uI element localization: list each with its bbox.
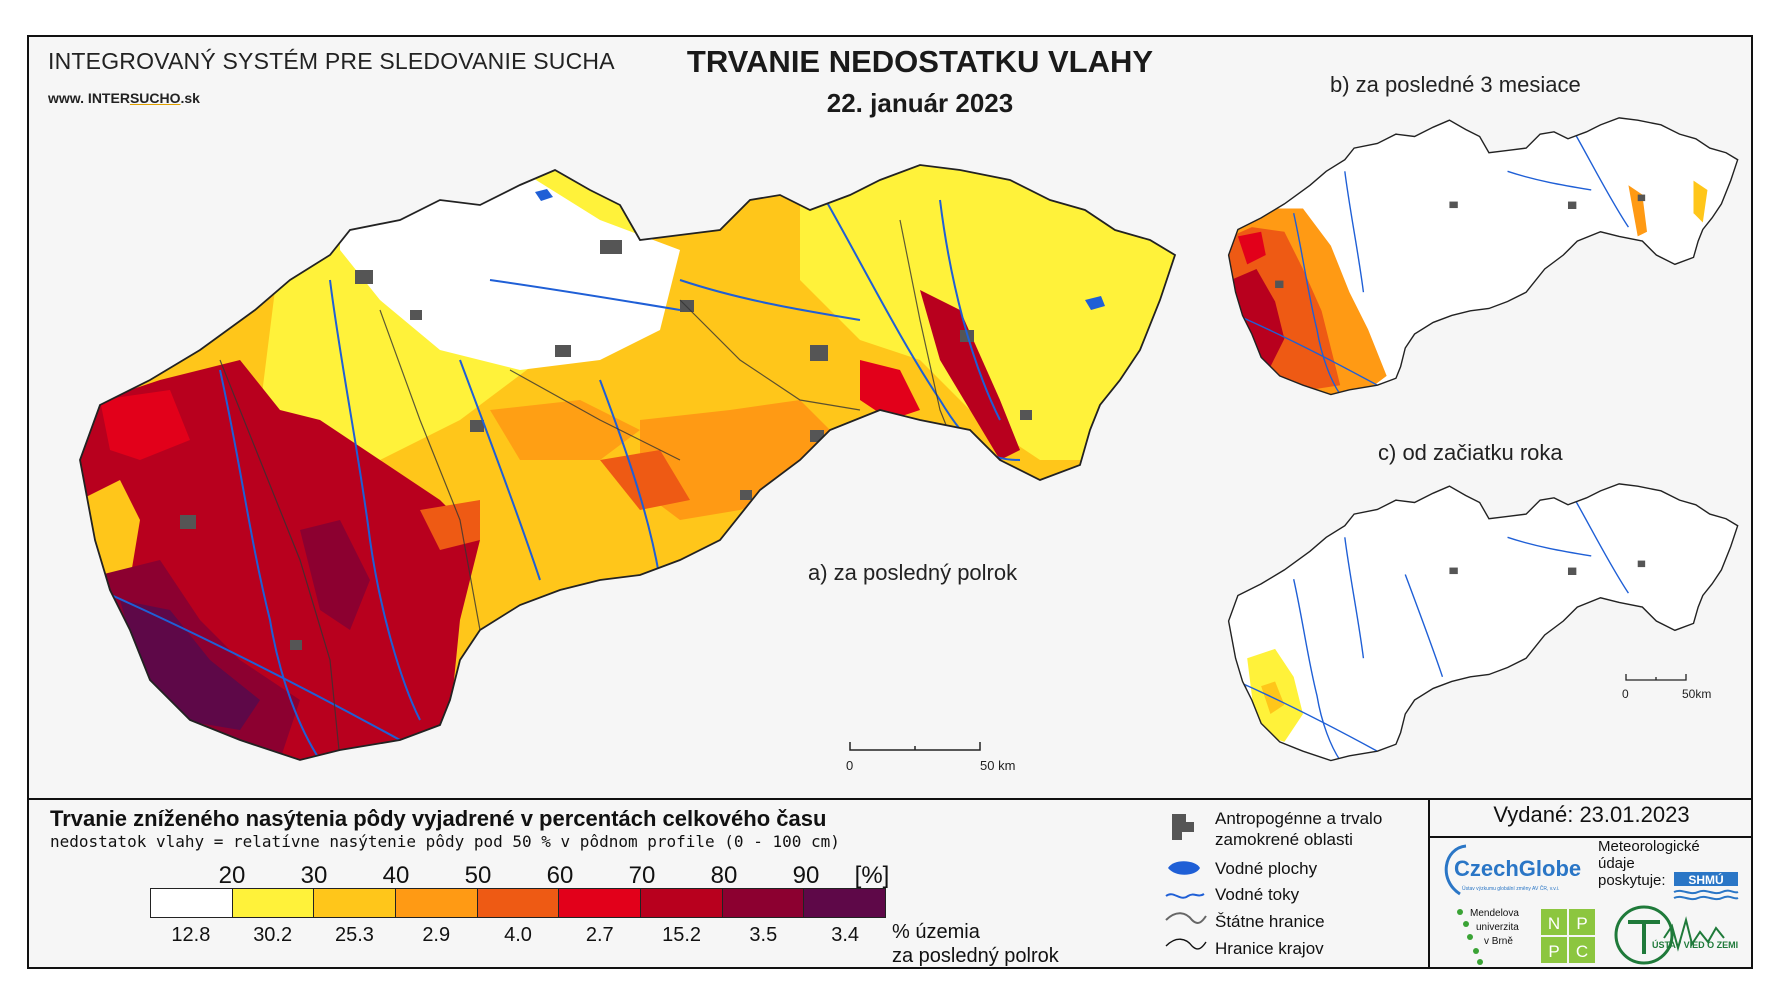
colorbar-class — [722, 889, 805, 917]
legend-region-border: Hranice krajov — [1215, 939, 1324, 958]
map-last-3-months — [1227, 117, 1739, 396]
map-symbols-legend — [1165, 814, 1207, 950]
colorbar-class — [314, 889, 397, 917]
class-percent: 30.2 — [253, 924, 293, 946]
small-scalebar: 0 50km — [1622, 674, 1711, 701]
tick-label: 30 — [300, 862, 328, 889]
class-percent: 4.0 — [504, 924, 532, 946]
svg-text:Ústav výzkumu globální změny A: Ústav výzkumu globální změny AV ČR, v.v.… — [1462, 885, 1559, 892]
colorbar-class — [396, 889, 478, 917]
panel-c-label: c) od začiatku roka — [1378, 440, 1563, 465]
svg-text:ÚSTAV VIED O ZEMI: ÚSTAV VIED O ZEMI — [1652, 939, 1738, 950]
uvz-logo: ÚSTAV VIED O ZEMI — [1614, 905, 1738, 965]
map-title: TRVANIE NEDOSTATKU VLAHY — [686, 44, 1154, 79]
legend-streams: Vodné toky — [1215, 885, 1300, 904]
svg-text:v Brně: v Brně — [1484, 936, 1513, 947]
percent-label: % územia za posledný polrok — [892, 921, 1059, 967]
main-scalebar: 0 50 km — [846, 742, 1015, 773]
tick-unit: [%] — [854, 862, 890, 889]
legend-state-border: Štátne hranice — [1215, 912, 1325, 931]
class-percent: 12.8 — [171, 924, 211, 946]
colorbar-class — [232, 889, 315, 917]
panel-b-label: b) za posledné 3 mesiace — [1330, 72, 1581, 97]
met-data-provider: Meteorologické údaje poskytuje: — [1598, 838, 1700, 889]
legend-anthropogenic: Antropogénne a trvalo zamokrené oblasti — [1215, 809, 1383, 849]
tick-label: 40 — [382, 862, 410, 889]
class-percent: 2.7 — [585, 924, 614, 946]
issued-date: Vydané: 23.01.2023 — [1493, 802, 1690, 827]
scalebar-zero: 0 — [846, 758, 853, 773]
legend-divider — [27, 798, 1753, 800]
nppc-logo: N P P C — [1541, 909, 1595, 963]
small-scalebar-zero: 0 — [1622, 687, 1629, 701]
czechglobe-logo: CzechGlobe Ústav výzkumu globální změny … — [1444, 844, 1581, 896]
legend-subtitle: nedostatok vlahy = relatívne nasýtenie p… — [50, 832, 840, 851]
credits-divider — [1428, 798, 1430, 969]
system-title: INTEGROVANÝ SYSTÉM PRE SLEDOVANIE SUCHA — [48, 48, 615, 74]
shmu-logo: SHMÚ — [1673, 872, 1739, 901]
svg-text:Mendelova: Mendelova — [1470, 908, 1519, 919]
colorbar-class — [641, 889, 723, 917]
map-date: 22. január 2023 — [826, 88, 1014, 118]
tick-label: 50 — [464, 862, 492, 889]
colorbar-class — [477, 889, 560, 917]
legend-water-bodies: Vodné plochy — [1215, 859, 1318, 878]
svg-text:P: P — [1576, 914, 1587, 933]
water-body-icon — [1168, 861, 1200, 875]
region-border-icon — [1165, 938, 1207, 950]
class-percent: 25.3 — [334, 924, 374, 946]
svg-text:CzechGlobe: CzechGlobe — [1454, 856, 1581, 881]
class-percent: 15.2 — [662, 924, 702, 946]
svg-text:C: C — [1576, 942, 1588, 961]
stream-icon — [1165, 893, 1205, 899]
main-map-half-year — [79, 164, 1177, 761]
colorbar-class — [151, 889, 233, 917]
tick-label: 90 — [792, 862, 820, 889]
tick-label: 60 — [546, 862, 574, 889]
svg-text:SHMÚ: SHMÚ — [1688, 872, 1723, 887]
svg-text:P: P — [1548, 942, 1559, 961]
small-scalebar-end: 50km — [1682, 687, 1711, 701]
tick-label: 70 — [628, 862, 656, 889]
anthropogenic-icon — [1172, 814, 1194, 840]
state-border-icon — [1165, 912, 1207, 924]
panel-a-label: a) za posledný polrok — [808, 560, 1018, 585]
class-percent: 2.9 — [422, 924, 451, 946]
legend-title: Trvanie zníženého nasýtenia pôdy vyjadre… — [50, 806, 827, 831]
colorbar — [150, 888, 886, 918]
svg-text:N: N — [1548, 914, 1560, 933]
tick-label: 80 — [710, 862, 738, 889]
mendel-logo: Mendelova univerzita v Brně — [1457, 908, 1519, 965]
scalebar-end: 50 km — [980, 758, 1015, 773]
colorbar-class — [804, 889, 886, 917]
map-since-year-start — [1227, 483, 1739, 762]
class-percent: 3.5 — [749, 924, 778, 946]
class-percent: 3.4 — [831, 924, 860, 946]
tick-label: 20 — [218, 862, 246, 889]
issued-divider — [1428, 836, 1753, 838]
svg-text:univerzita: univerzita — [1476, 922, 1519, 933]
colorbar-class — [559, 889, 642, 917]
website-url[interactable]: www. INTERSUCHO.sk — [48, 90, 200, 106]
